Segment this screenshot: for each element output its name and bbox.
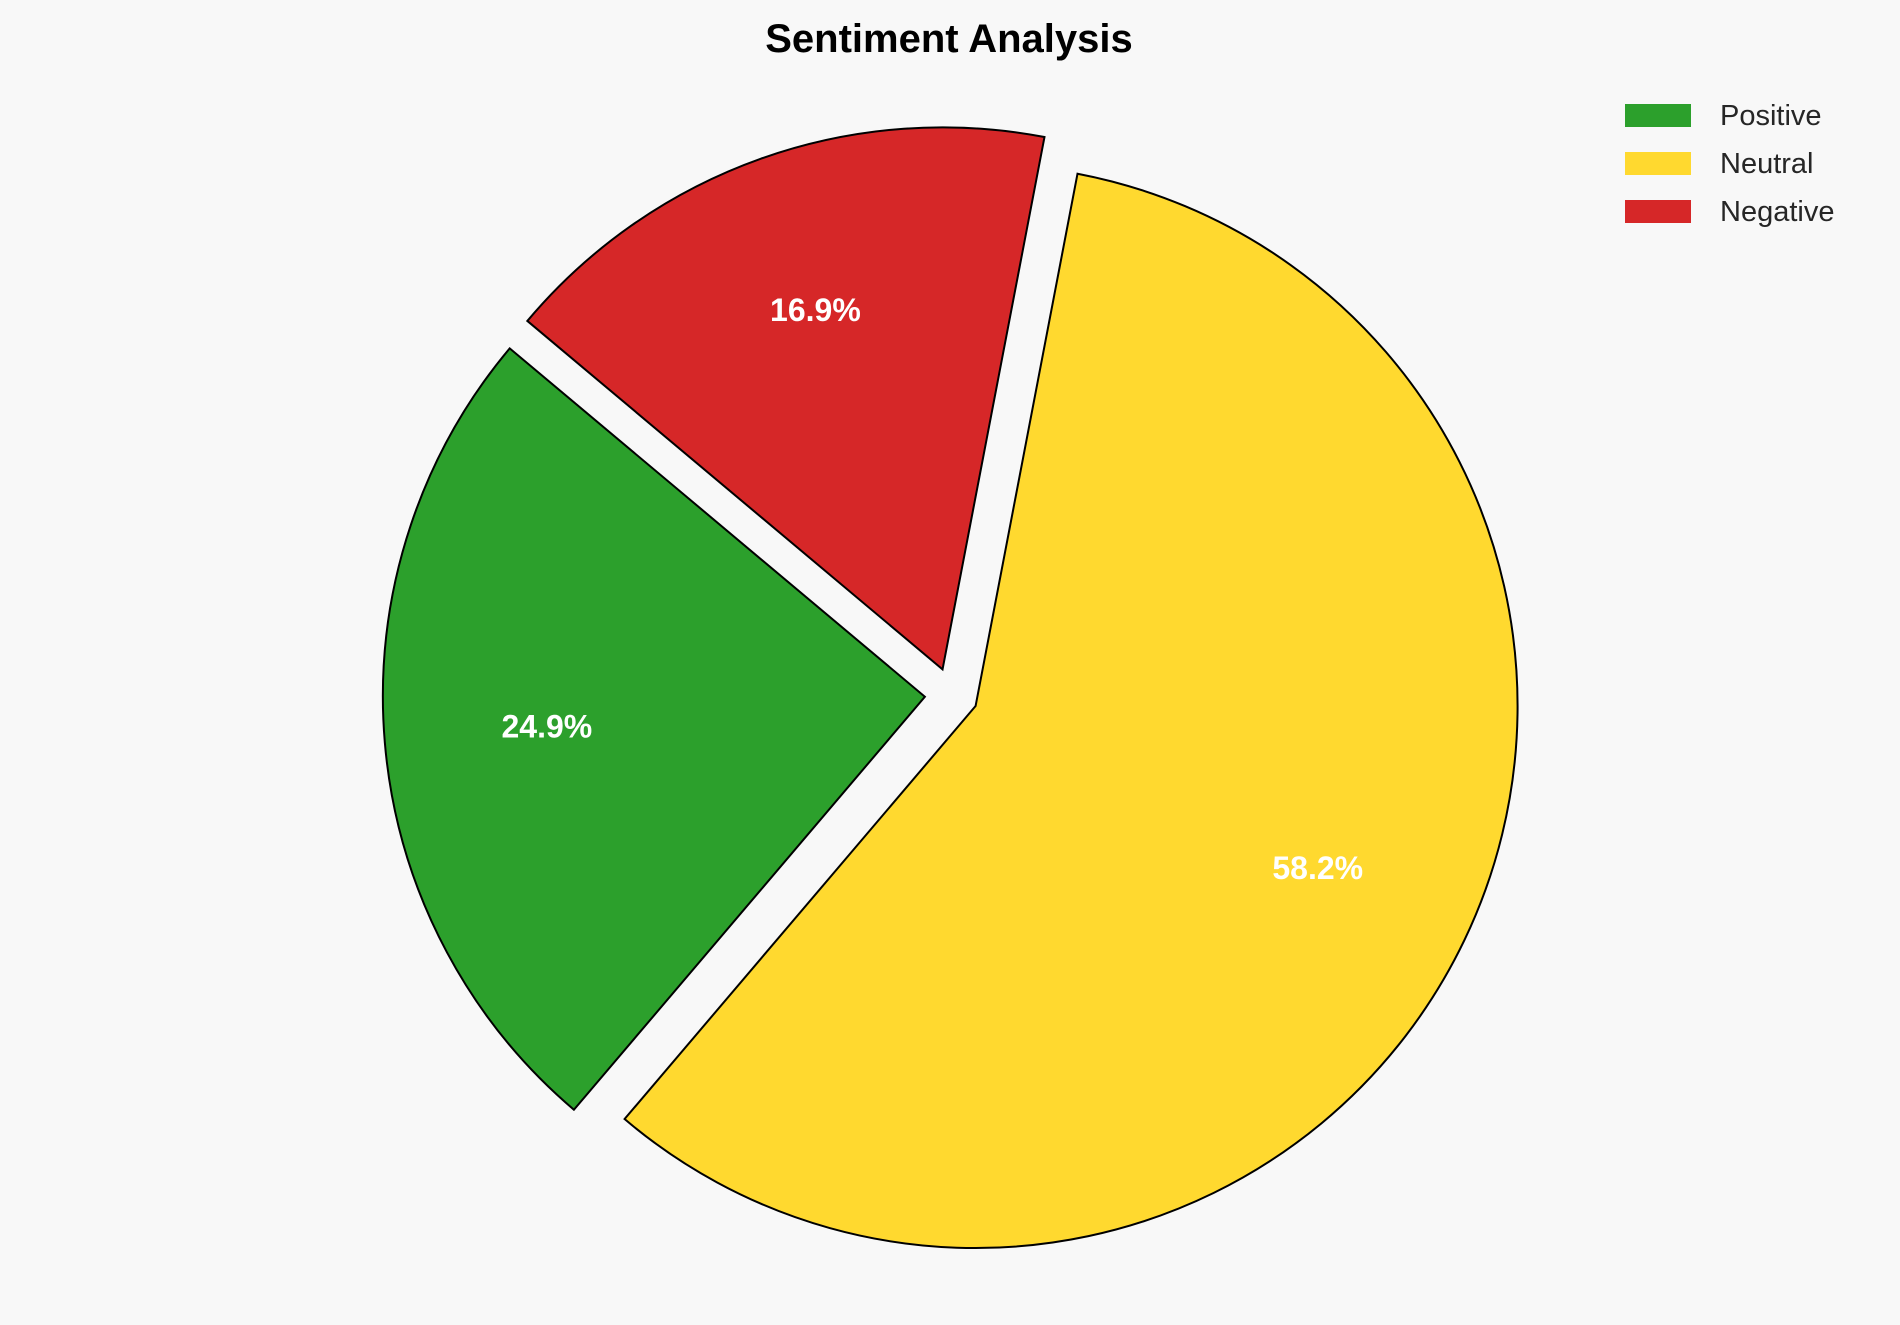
legend-swatch-positive (1625, 104, 1691, 127)
legend-label-negative: Negative (1720, 196, 1834, 228)
legend: Positive Neutral Negative (1625, 100, 1834, 228)
legend-swatch-neutral (1625, 152, 1691, 175)
pie-slice-negative (525, 126, 1046, 672)
slice-label-negative: 16.9% (770, 292, 861, 328)
legend-label-positive: Positive (1720, 100, 1822, 132)
legend-swatch-negative (1625, 200, 1691, 223)
legend-label-neutral: Neutral (1720, 148, 1814, 180)
slice-label-positive: 24.9% (501, 709, 592, 745)
pie-slice-positive (381, 346, 927, 1112)
pie-slice-neutral (623, 172, 1519, 1250)
slice-label-neutral: 58.2% (1272, 850, 1363, 886)
chart-title: Sentiment Analysis (765, 17, 1133, 61)
